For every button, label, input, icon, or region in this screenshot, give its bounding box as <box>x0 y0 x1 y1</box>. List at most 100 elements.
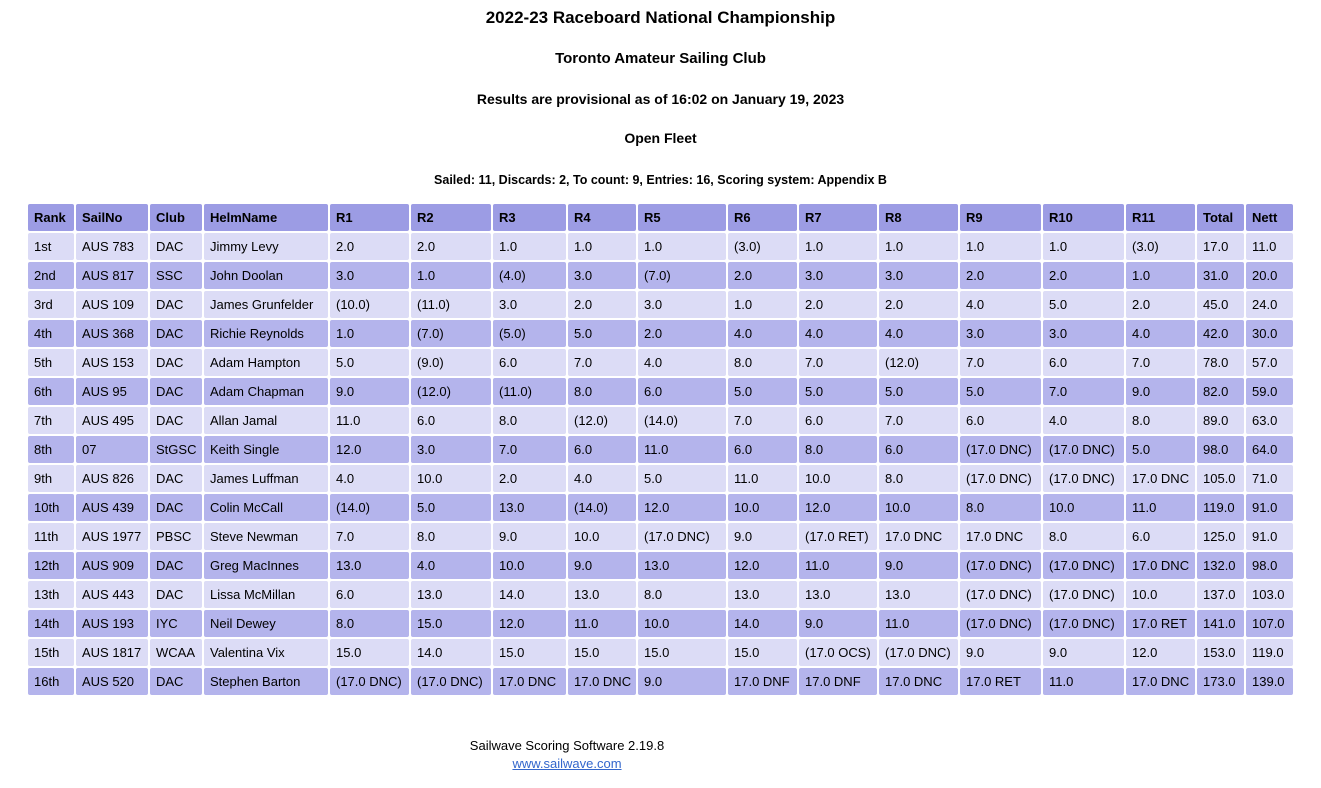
cell-r8: 9.0 <box>879 552 958 579</box>
cell-helmname: Stephen Barton <box>204 668 328 695</box>
cell-r2: 4.0 <box>411 552 491 579</box>
cell-r8: 17.0 DNC <box>879 523 958 550</box>
cell-nett: 119.0 <box>1246 639 1293 666</box>
cell-sailno: AUS 95 <box>76 378 148 405</box>
cell-helmname: Lissa McMillan <box>204 581 328 608</box>
cell-r10: (17.0 DNC) <box>1043 552 1124 579</box>
cell-club: DAC <box>150 494 202 521</box>
cell-r2: (9.0) <box>411 349 491 376</box>
cell-r4: 9.0 <box>568 552 636 579</box>
cell-club: PBSC <box>150 523 202 550</box>
cell-r2: 15.0 <box>411 610 491 637</box>
cell-rank: 10th <box>28 494 74 521</box>
cell-helmname: Keith Single <box>204 436 328 463</box>
event-title: 2022-23 Raceboard National Championship <box>485 8 836 27</box>
table-row: 7th AUS 495 DAC Allan Jamal 11.0 6.0 8.0 (12.0)… <box>28 407 1293 434</box>
footer: Sailwave Scoring Software 2.19.8 www.sai… <box>0 737 1134 773</box>
table-row: 4th AUS 368 DAC Richie Reynolds 1.0 (7.0) (5.0… <box>28 320 1293 347</box>
cell-r7: 11.0 <box>799 552 877 579</box>
cell-r5: 8.0 <box>638 581 726 608</box>
cell-r2: 10.0 <box>411 465 491 492</box>
cell-r9: 4.0 <box>960 291 1041 318</box>
cell-helmname: Jimmy Levy <box>204 233 328 260</box>
fleet-title: Open Fleet <box>624 130 697 146</box>
cell-r4: 13.0 <box>568 581 636 608</box>
cell-r9: 9.0 <box>960 639 1041 666</box>
cell-r1: 12.0 <box>330 436 409 463</box>
cell-total: 119.0 <box>1197 494 1244 521</box>
cell-helmname: Adam Chapman <box>204 378 328 405</box>
cell-rank: 7th <box>28 407 74 434</box>
cell-total: 31.0 <box>1197 262 1244 289</box>
cell-total: 105.0 <box>1197 465 1244 492</box>
cell-helmname: James Grunfelder <box>204 291 328 318</box>
cell-rank: 4th <box>28 320 74 347</box>
cell-r6: 10.0 <box>728 494 797 521</box>
cell-club: WCAA <box>150 639 202 666</box>
cell-r11: 4.0 <box>1126 320 1195 347</box>
cell-rank: 11th <box>28 523 74 550</box>
cell-total: 89.0 <box>1197 407 1244 434</box>
cell-r2: 14.0 <box>411 639 491 666</box>
cell-r7: 2.0 <box>799 291 877 318</box>
cell-r7: 9.0 <box>799 610 877 637</box>
cell-r6: 7.0 <box>728 407 797 434</box>
cell-r4: 17.0 DNC <box>568 668 636 695</box>
cell-r5: 15.0 <box>638 639 726 666</box>
cell-r1: 3.0 <box>330 262 409 289</box>
cell-rank: 13th <box>28 581 74 608</box>
column-header-total: Total <box>1197 204 1244 231</box>
cell-r11: 12.0 <box>1126 639 1195 666</box>
cell-r8: (17.0 DNC) <box>879 639 958 666</box>
cell-r8: 17.0 DNC <box>879 668 958 695</box>
cell-r2: (7.0) <box>411 320 491 347</box>
cell-helmname: John Doolan <box>204 262 328 289</box>
cell-r8: 6.0 <box>879 436 958 463</box>
cell-rank: 16th <box>28 668 74 695</box>
cell-club: StGSC <box>150 436 202 463</box>
table-row: 14th AUS 193 IYC Neil Dewey 8.0 15.0 12.0 11.0 1… <box>28 610 1293 637</box>
cell-sailno: AUS 193 <box>76 610 148 637</box>
cell-r1: 4.0 <box>330 465 409 492</box>
cell-r11: 10.0 <box>1126 581 1195 608</box>
table-row: 11th AUS 1977 PBSC Steve Newman 7.0 8.0 9.0 10.… <box>28 523 1293 550</box>
cell-r2: (12.0) <box>411 378 491 405</box>
cell-total: 153.0 <box>1197 639 1244 666</box>
cell-rank: 6th <box>28 378 74 405</box>
cell-r3: 14.0 <box>493 581 566 608</box>
cell-r2: 3.0 <box>411 436 491 463</box>
cell-r11: 11.0 <box>1126 494 1195 521</box>
column-header-r4: R4 <box>568 204 636 231</box>
cell-r5: 4.0 <box>638 349 726 376</box>
cell-r10: 5.0 <box>1043 291 1124 318</box>
cell-r8: 5.0 <box>879 378 958 405</box>
sailwave-link[interactable]: www.sailwave.com <box>512 756 622 771</box>
cell-r6: 6.0 <box>728 436 797 463</box>
cell-r9: 17.0 RET <box>960 668 1041 695</box>
cell-r7: 10.0 <box>799 465 877 492</box>
cell-r1: 1.0 <box>330 320 409 347</box>
cell-r9: 1.0 <box>960 233 1041 260</box>
cell-sailno: AUS 783 <box>76 233 148 260</box>
cell-r5: 10.0 <box>638 610 726 637</box>
cell-sailno: AUS 109 <box>76 291 148 318</box>
cell-nett: 98.0 <box>1246 552 1293 579</box>
cell-r11: 17.0 DNC <box>1126 465 1195 492</box>
results-table-body: 1st AUS 783 DAC Jimmy Levy 2.0 2.0 1.0 1.0 1.0 (3… <box>28 233 1293 695</box>
cell-r8: 3.0 <box>879 262 958 289</box>
cell-r10: 2.0 <box>1043 262 1124 289</box>
cell-rank: 2nd <box>28 262 74 289</box>
cell-r5: (14.0) <box>638 407 726 434</box>
table-row: 8th 07 StGSC Keith Single 12.0 3.0 7.0 6.0 11.0 6… <box>28 436 1293 463</box>
cell-r4: 5.0 <box>568 320 636 347</box>
cell-nett: 30.0 <box>1246 320 1293 347</box>
cell-club: DAC <box>150 291 202 318</box>
cell-r4: 10.0 <box>568 523 636 550</box>
cell-r9: 8.0 <box>960 494 1041 521</box>
cell-r5: 1.0 <box>638 233 726 260</box>
cell-r2: 5.0 <box>411 494 491 521</box>
cell-r3: (5.0) <box>493 320 566 347</box>
cell-r1: 5.0 <box>330 349 409 376</box>
table-row: 5th AUS 153 DAC Adam Hampton 5.0 (9.0) 6.0 7.0 4… <box>28 349 1293 376</box>
cell-r7: 5.0 <box>799 378 877 405</box>
